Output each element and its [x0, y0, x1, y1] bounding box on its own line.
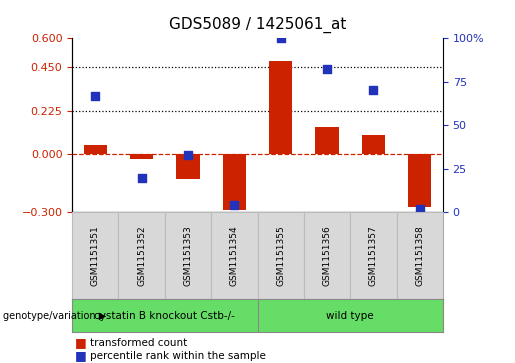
Point — [277, 35, 285, 41]
Text: GSM1151355: GSM1151355 — [276, 225, 285, 286]
Point — [323, 66, 331, 72]
Point — [184, 152, 192, 158]
Text: transformed count: transformed count — [90, 338, 187, 348]
Text: GSM1151354: GSM1151354 — [230, 225, 239, 286]
Text: ■: ■ — [75, 349, 87, 362]
Bar — [362, 135, 385, 154]
Bar — [72, 212, 118, 299]
Text: GSM1151351: GSM1151351 — [91, 225, 100, 286]
Text: genotype/variation ▶: genotype/variation ▶ — [3, 311, 106, 321]
Point — [416, 206, 424, 212]
Bar — [130, 154, 153, 159]
Bar — [315, 127, 338, 154]
Bar — [350, 212, 397, 299]
Bar — [165, 212, 211, 299]
Text: cystatin B knockout Cstb-/-: cystatin B knockout Cstb-/- — [94, 311, 235, 321]
Text: GDS5089 / 1425061_at: GDS5089 / 1425061_at — [169, 16, 346, 33]
Text: GSM1151352: GSM1151352 — [137, 225, 146, 286]
Bar — [258, 212, 304, 299]
Text: ■: ■ — [75, 337, 87, 350]
Bar — [408, 154, 431, 207]
Bar — [269, 61, 293, 154]
Bar — [222, 154, 246, 211]
Text: wild type: wild type — [327, 311, 374, 321]
Bar — [304, 212, 350, 299]
Text: GSM1151358: GSM1151358 — [415, 225, 424, 286]
Text: percentile rank within the sample: percentile rank within the sample — [90, 351, 266, 361]
Bar — [84, 144, 107, 154]
Point — [138, 175, 146, 180]
Bar — [118, 212, 165, 299]
Bar — [176, 154, 199, 179]
Text: GSM1151357: GSM1151357 — [369, 225, 378, 286]
Text: GSM1151356: GSM1151356 — [322, 225, 332, 286]
Bar — [211, 212, 258, 299]
Point — [91, 93, 99, 98]
Point — [369, 87, 377, 93]
Bar — [397, 212, 443, 299]
Text: GSM1151353: GSM1151353 — [183, 225, 193, 286]
Point — [230, 203, 238, 208]
